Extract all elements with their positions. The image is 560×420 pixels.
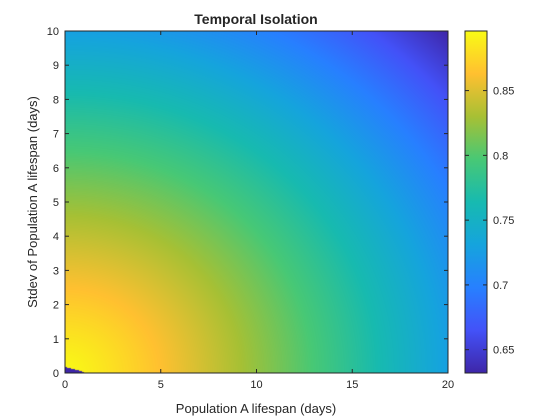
colorbar-ticks: 0.65 0.7 0.75 0.8 0.85 <box>465 86 514 357</box>
y-axis-label: Stdev of Population A lifespan (days) <box>25 96 40 308</box>
heatmap-surface <box>65 31 448 373</box>
y-tick-label: 8 <box>53 94 59 106</box>
colorbar <box>464 30 488 374</box>
colorbar-tick-label: 0.65 <box>493 345 514 357</box>
colorbar-tick-label: 0.75 <box>493 215 514 227</box>
y-tick-label: 7 <box>53 129 59 141</box>
colorbar-tick-label: 0.85 <box>493 86 514 98</box>
x-axis: 0 5 10 15 20 <box>62 31 454 391</box>
y-tick-label: 5 <box>53 197 59 209</box>
x-tick-label: 15 <box>346 379 358 391</box>
y-axis: 0 1 2 3 4 5 6 7 8 9 10 <box>47 26 448 380</box>
colorbar-tick-label: 0.8 <box>493 150 508 162</box>
y-tick-label: 6 <box>53 163 59 175</box>
y-tick-label: 9 <box>53 60 59 72</box>
colorbar-tick-label: 0.7 <box>493 280 508 292</box>
y-tick-label: 4 <box>53 231 59 243</box>
y-tick-label: 10 <box>47 26 59 38</box>
y-tick-label: 1 <box>53 334 59 346</box>
chart-title: Temporal Isolation <box>194 11 317 27</box>
y-tick-label: 0 <box>53 368 59 380</box>
y-tick-label: 2 <box>53 300 59 312</box>
x-tick-label: 5 <box>158 379 164 391</box>
x-tick-label: 20 <box>442 379 454 391</box>
x-tick-label: 10 <box>250 379 262 391</box>
y-tick-label: 3 <box>53 265 59 277</box>
x-tick-label: 0 <box>62 379 68 391</box>
x-axis-label: Population A lifespan (days) <box>176 401 336 416</box>
